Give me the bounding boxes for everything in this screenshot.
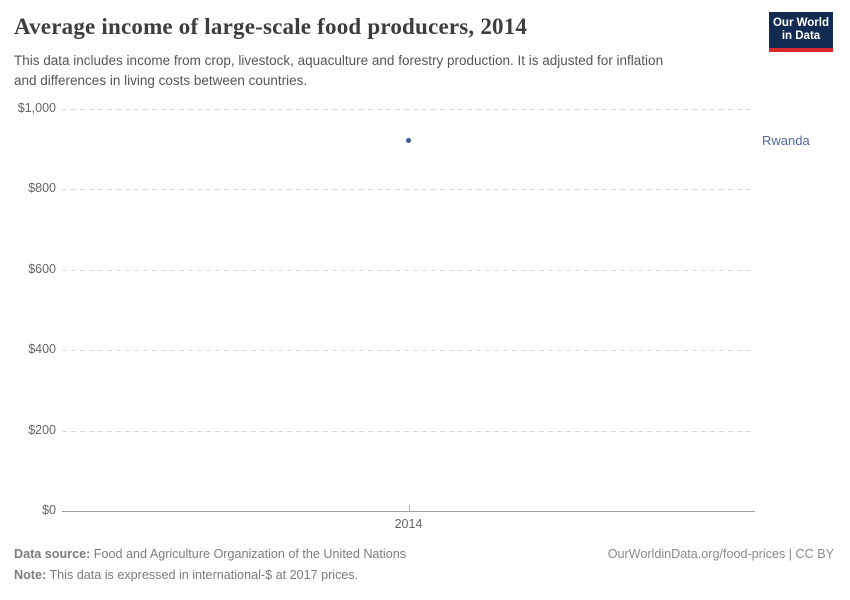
y-axis-tick-label: $800 (28, 181, 56, 196)
chart-footer: Data source: Food and Agriculture Organi… (14, 547, 834, 589)
chart-title: Average income of large-scale food produ… (14, 14, 528, 39)
y-axis-tick-label: $0 (42, 503, 56, 517)
entity-label-rwanda[interactable]: Rwanda (762, 132, 810, 148)
x-axis-tick-label: 2014 (394, 517, 423, 531)
data-point-rwanda[interactable] (406, 138, 411, 144)
note-label: Note: (14, 568, 47, 582)
note-line: Note: This data is expressed in internat… (14, 568, 834, 582)
owid-logo-line1: Our World (772, 16, 829, 29)
owid-logo-line2: in Data (781, 30, 821, 42)
y-axis-tick-label: $400 (28, 342, 56, 357)
y-gridline (62, 350, 755, 352)
attribution-link[interactable]: OurWorldinData.org/food-prices | CC BY (607, 547, 834, 561)
y-gridline (62, 430, 755, 432)
data-source-line: Data source: Food and Agriculture Organi… (14, 547, 834, 561)
y-gridline (62, 109, 755, 110)
chart-subtitle-line1: This data includes income from crop, liv… (14, 53, 664, 68)
owid-logo[interactable]: Our World in Data (769, 12, 833, 52)
chart-subtitle-line2: and differences in living costs between … (14, 72, 308, 88)
data-source-text: Food and Agriculture Organization of the… (90, 547, 407, 561)
y-gridline (62, 189, 755, 191)
y-axis-tick-label: $600 (28, 261, 56, 276)
y-axis-tick-label: $1,000 (17, 101, 56, 115)
note-text: This data is expressed in international-… (46, 568, 359, 582)
x-axis-line (62, 511, 755, 512)
y-axis-tick-label: $200 (28, 422, 56, 437)
x-axis-tick-mark (408, 505, 410, 511)
chart-subtitle: This data includes income from crop, liv… (14, 51, 754, 90)
y-gridline (62, 269, 755, 271)
data-source-label: Data source: (14, 547, 91, 561)
